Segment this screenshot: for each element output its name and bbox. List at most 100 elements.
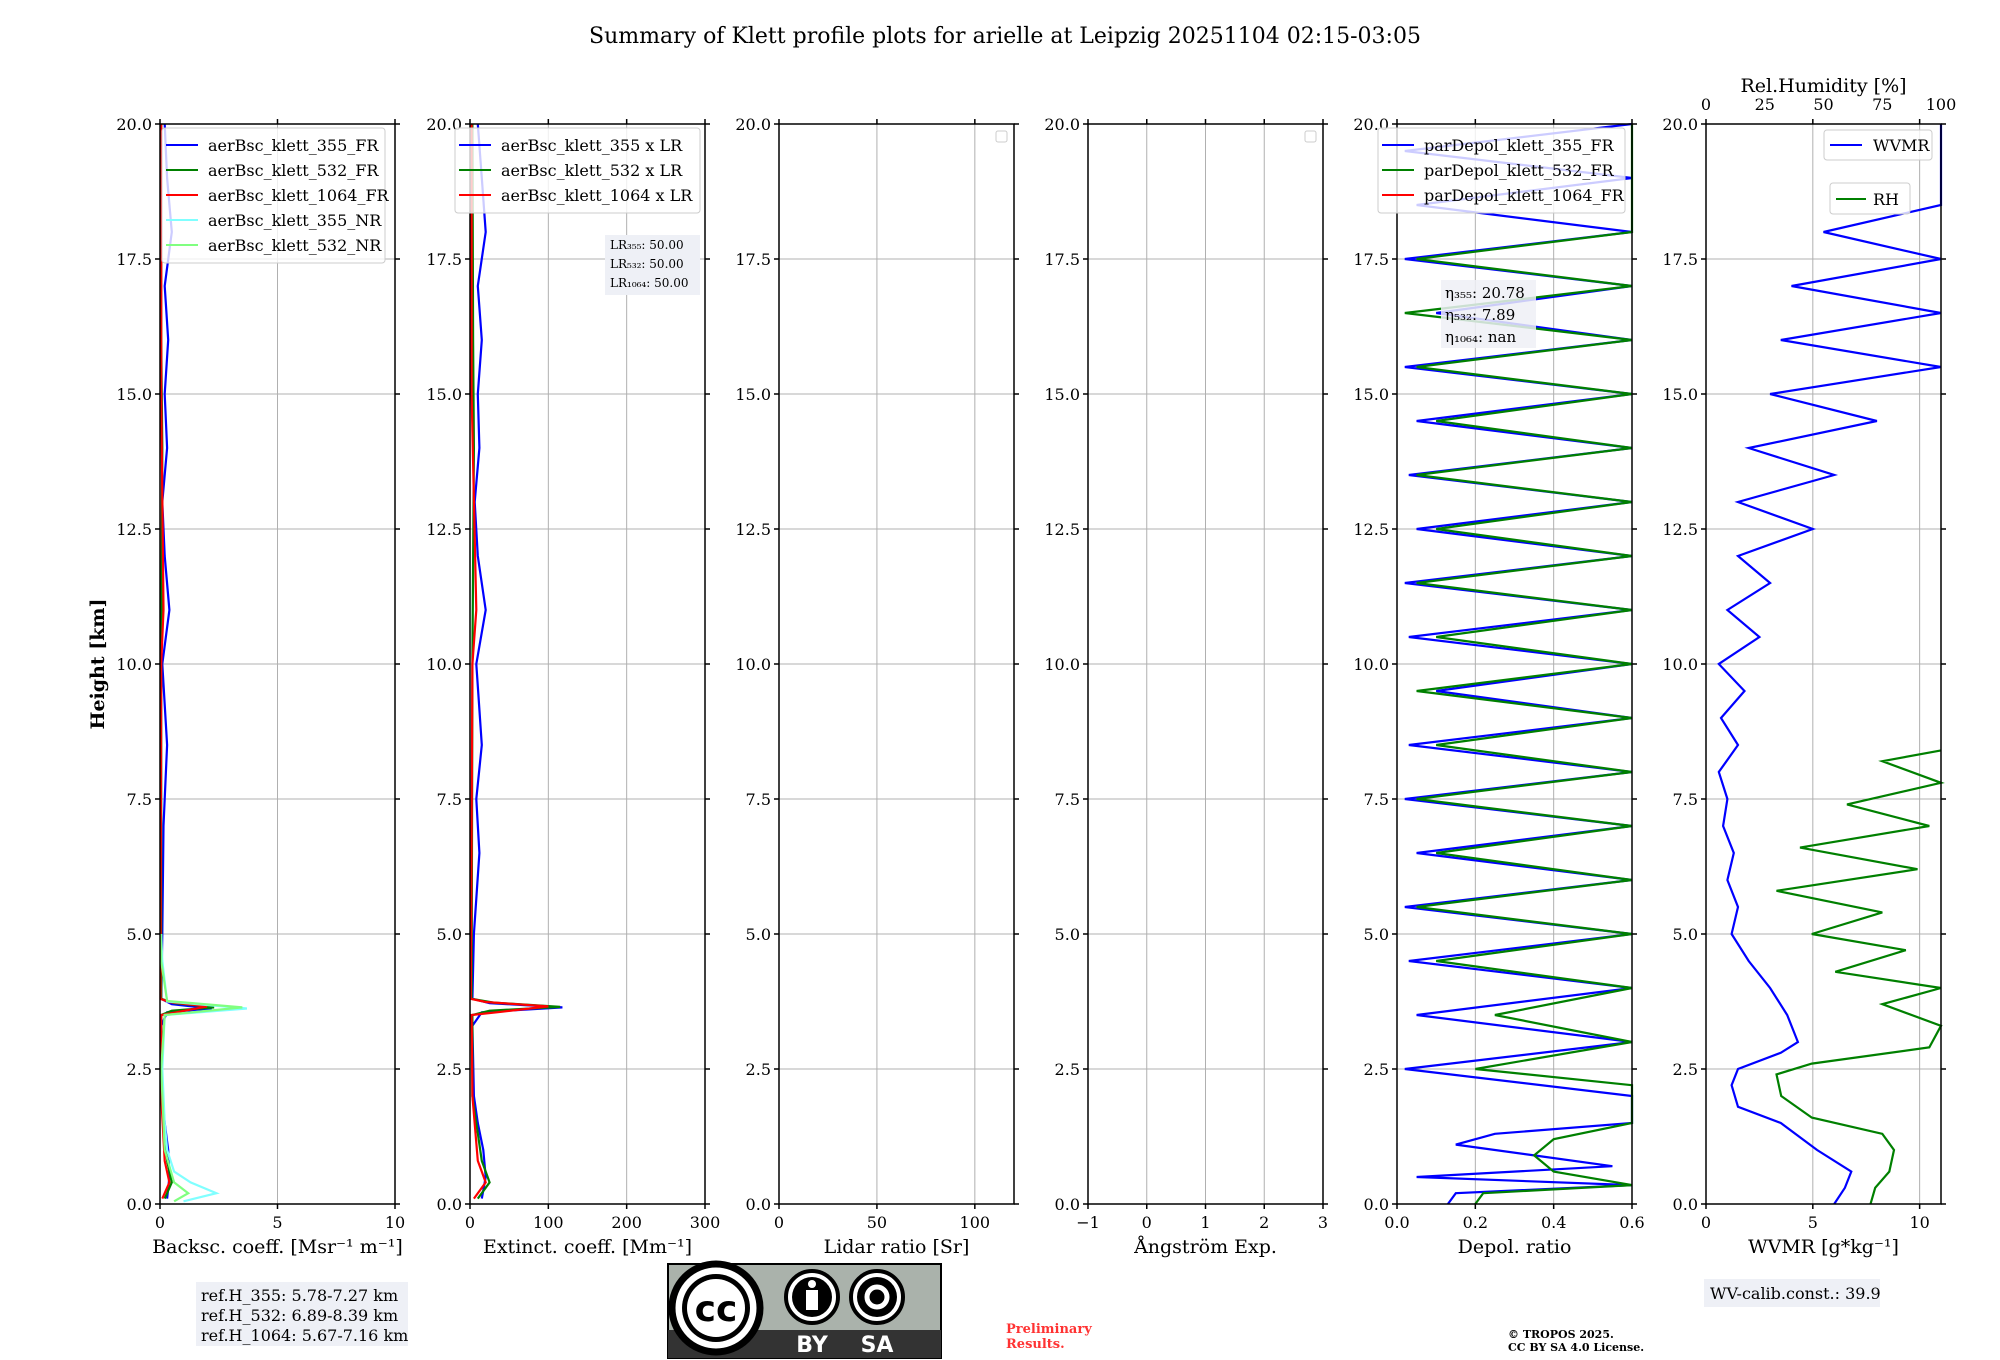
x-tick-label: 100 [533,1213,564,1232]
series-line-aerBsc_klett_532 x LR [470,123,561,1200]
y-tick-label: 20.0 [1044,115,1080,134]
lidar-ratio-box [605,235,700,295]
eta-box [1441,280,1536,348]
y-tick-label: 12.5 [1662,520,1698,539]
top-x-tick-label: 100 [1926,95,1957,114]
legend-entry: aerBsc_klett_355_FR [208,136,379,155]
x-axis-label: Extinct. coeff. [Mm⁻¹] [483,1236,692,1258]
y-tick-label: 10.0 [1662,655,1698,674]
x-tick-label: 100 [960,1213,991,1232]
top-x-tick-label: 50 [1813,95,1833,114]
attribution-icon [784,1269,840,1325]
y-tick-label: 0.0 [1364,1195,1389,1214]
legend-entry: aerBsc_klett_532_NR [208,236,382,255]
lidar-ratio-label: LR₅₃₂: 50.00 [610,257,684,271]
y-tick-label: 2.5 [1673,1060,1698,1079]
y-tick-label: 17.5 [1662,250,1698,269]
y-tick-label: 12.5 [735,520,771,539]
x-axis-label: Depol. ratio [1458,1236,1572,1258]
y-tick-label: 15.0 [116,385,152,404]
x-tick-label: 0 [155,1213,165,1232]
preliminary-label-line1: Preliminary [1006,1322,1092,1337]
ref-height-355: ref.H_355: 5.78-7.27 km [201,1286,398,1305]
y-tick-label: 7.5 [1673,790,1698,809]
panel-6: 0.02.55.07.510.012.515.017.520.00 5 10WVMR… [1662,75,1956,1258]
x-axis-label: Lidar ratio [Sr] [824,1236,970,1258]
legend-entry: parDepol_klett_355_FR [1424,136,1615,155]
y-tick-label: 15.0 [1353,385,1389,404]
y-tick-label: 5.0 [437,925,462,944]
legend-entry: aerBsc_klett_532_FR [208,161,379,180]
by-label: BY [796,1333,829,1358]
y-tick-label: 20.0 [735,115,771,134]
x-tick-label: 0.4 [1541,1213,1566,1232]
y-tick-label: 15.0 [1662,385,1698,404]
sa-label: SA [861,1333,894,1358]
y-tick-label: 12.5 [1353,520,1389,539]
legend-entry: WVMR [1873,136,1930,155]
reference-heights-box: ref.H_355: 5.78-7.27 km ref.H_532: 6.89-… [196,1282,408,1346]
x-tick-label: 0 [774,1213,784,1232]
x-tick-label: 0 [1142,1213,1152,1232]
y-tick-label: 5.0 [746,925,771,944]
series-line-WVMR [1717,124,1943,1205]
x-tick-label: 50 [867,1213,887,1232]
legend-box [454,127,701,214]
legend: WVMR RH [1823,129,1933,215]
ref-height-532: ref.H_532: 6.89-8.39 km [201,1306,398,1325]
figure-title: Summary of Klett profile plots for ariel… [589,24,1421,49]
legend-box [161,127,386,264]
legend-box-wvmr [1823,129,1933,161]
x-tick-label: 2 [1259,1213,1269,1232]
eta-label: η₅₃₂: 7.89 [1445,306,1515,324]
y-tick-label: 7.5 [127,790,152,809]
y-tick-label: 15.0 [735,385,771,404]
y-tick-label: 10.0 [426,655,462,674]
y-tick-label: 15.0 [426,385,462,404]
legend [1304,130,1317,143]
x-axis-label: Ångström Exp. [1133,1236,1277,1258]
y-tick-label: 20.0 [116,115,152,134]
y-tick-label: 15.0 [1044,385,1080,404]
y-tick-label: 12.5 [116,520,152,539]
x-tick-label: 1 [1200,1213,1210,1232]
top-x-axis-label: Rel.Humidity [%] [1740,75,1906,97]
y-tick-label: 5.0 [127,925,152,944]
series-line-aerBsc_klett_355_FR [160,123,212,1199]
legend-entry: parDepol_klett_532_FR [1424,161,1615,180]
y-tick-label: 2.5 [127,1060,152,1079]
share-alike-icon [849,1269,905,1325]
y-tick-label: 2.5 [746,1060,771,1079]
y-tick-label: 12.5 [426,520,462,539]
y-axis-label: Height [km] [87,599,109,730]
y-tick-label: 20.0 [426,115,462,134]
y-tick-label: 7.5 [746,790,771,809]
legend-entry: aerBsc_klett_1064 x LR [501,186,693,205]
y-tick-label: 7.5 [1055,790,1080,809]
legend: parDepol_klett_355_FR parDepol_klett_532_… [1377,127,1626,214]
x-tick-label: 0 [465,1213,475,1232]
y-tick-label: 17.5 [1353,250,1389,269]
y-tick-label: 12.5 [1044,520,1080,539]
y-tick-label: 0.0 [1673,1195,1698,1214]
y-tick-label: 17.5 [426,250,462,269]
x-tick-label: 5 [272,1213,282,1232]
y-tick-label: 0.0 [1055,1195,1080,1214]
x-tick-label: 0.0 [1384,1213,1409,1232]
eta-label: η₁₀₆₄: nan [1445,328,1516,346]
x-tick-label: −1 [1076,1213,1100,1232]
legend-box-rh [1829,182,1911,215]
panel-3: 0.0 2.5 5.0 7.5 10.0 12.5 15.0 17.5 20.0 0 50 100 Li… [735,115,1019,1258]
x-axis-label: Backsc. coeff. [Msr⁻¹ m⁻¹] [152,1236,403,1258]
top-x-tick-label: 25 [1755,95,1775,114]
series-line-aerBsc_klett_1064 x LR [469,124,549,1200]
legend-box [1377,127,1626,214]
x-tick-label: 10 [1909,1213,1929,1232]
y-tick-label: 2.5 [437,1060,462,1079]
y-tick-label: 20.0 [1662,115,1698,134]
legend-entry: aerBsc_klett_532 x LR [501,161,683,180]
cc-logo-text: cc [695,1289,738,1330]
panel-5: 0.02.55.07.510.012.515.017.520.00.0 0.2 0.… [1353,115,1644,1258]
legend-entry: aerBsc_klett_355_NR [208,211,382,230]
empty-legend-box [995,130,1008,143]
